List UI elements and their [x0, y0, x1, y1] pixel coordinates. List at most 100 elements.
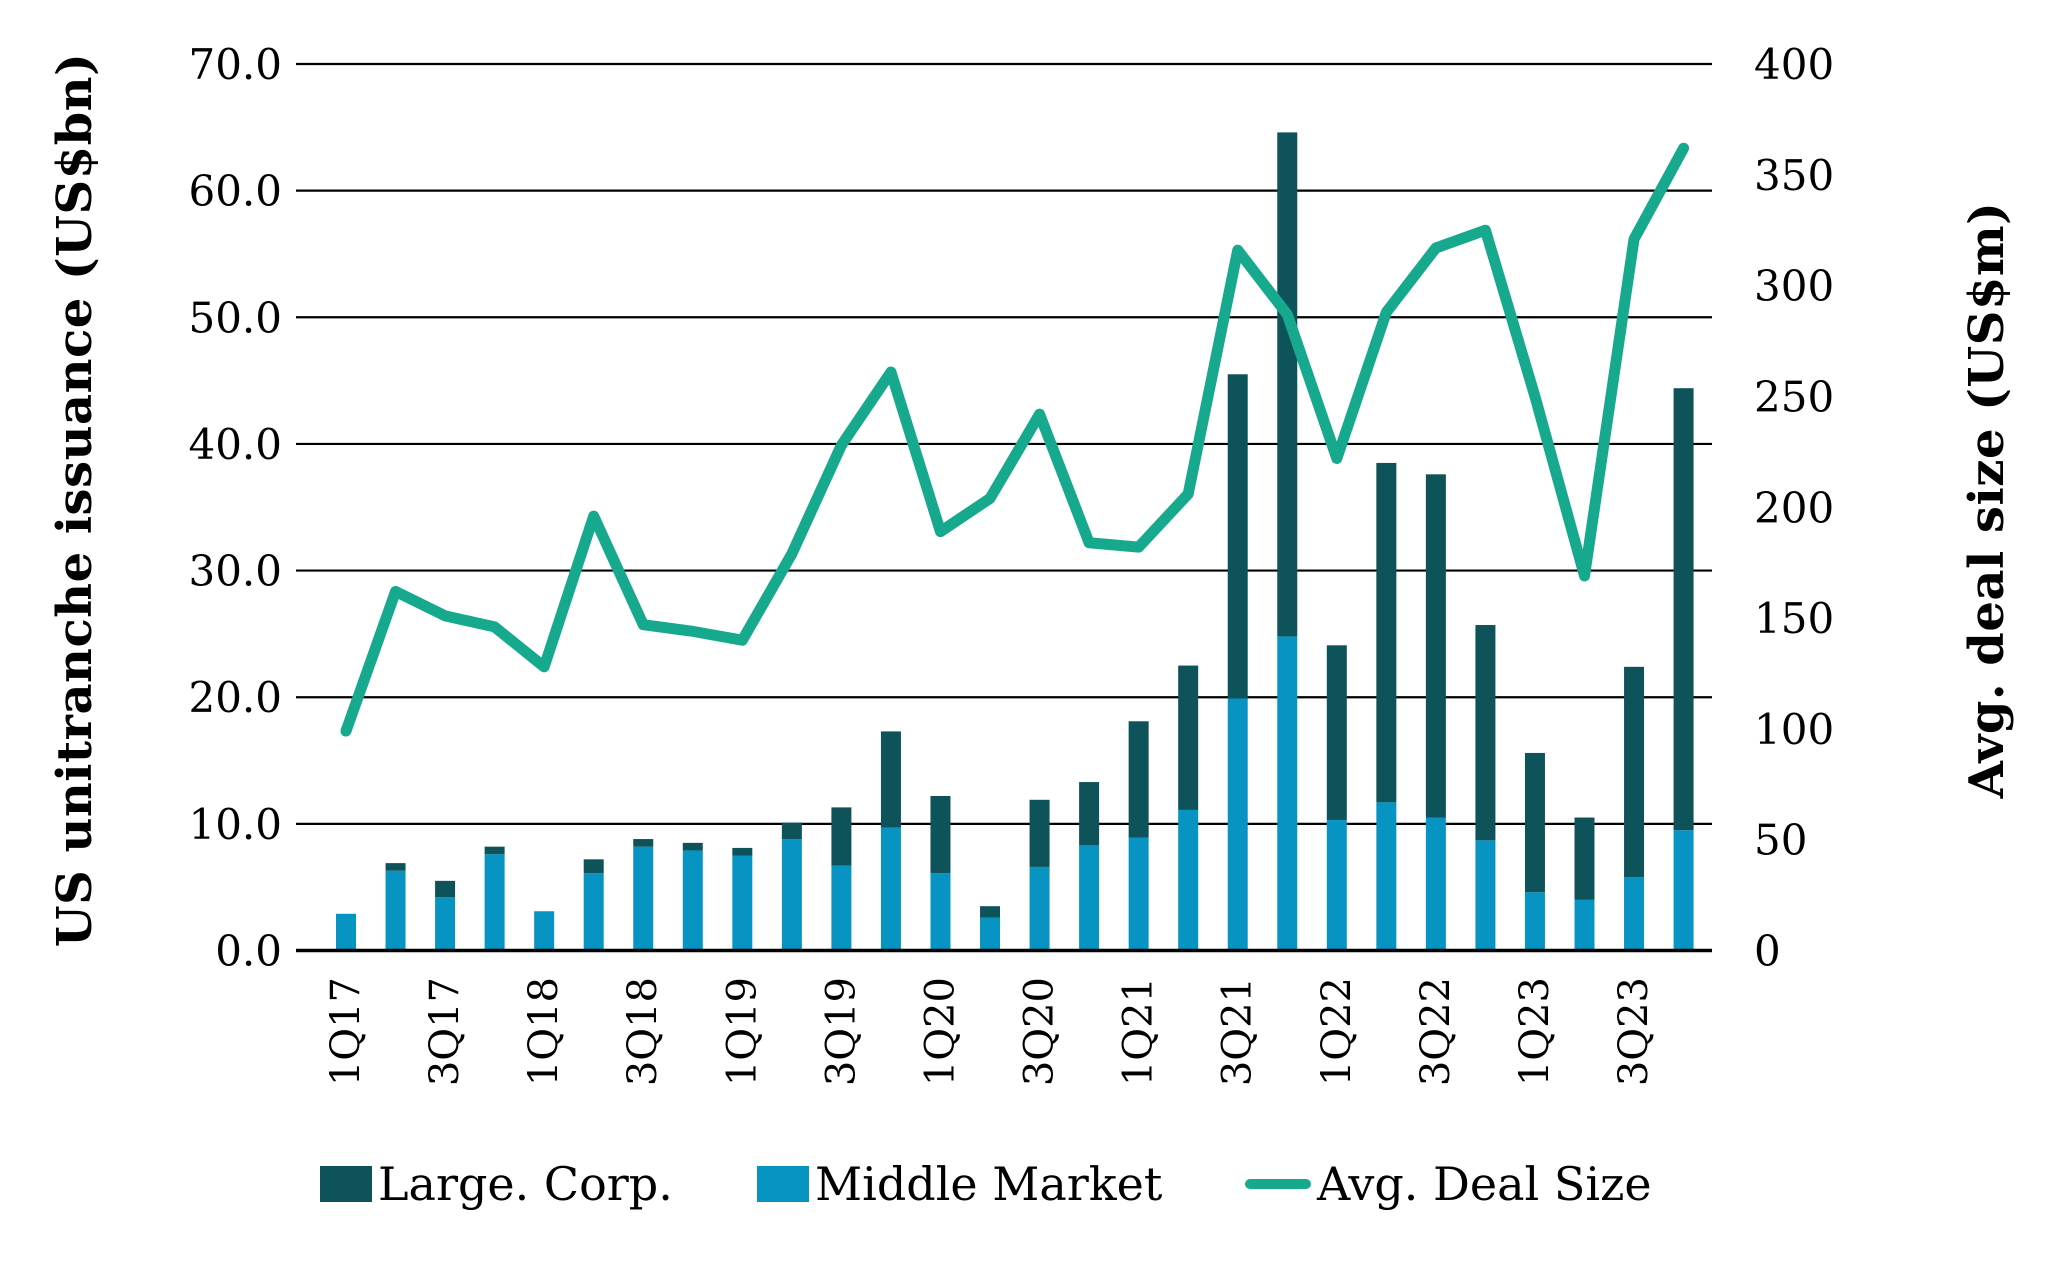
svg-text:3Q23: 3Q23 — [1611, 977, 1657, 1086]
bar-middle-market-3Q20 — [1029, 866, 1050, 951]
bar-middle-market-3Q21 — [1227, 698, 1248, 951]
legend-item-large-corp: Large. Corp. — [320, 1155, 673, 1213]
left-axis-title: US unitranche issuance (US$bn) — [47, 52, 103, 948]
svg-text:3Q20: 3Q20 — [1017, 977, 1063, 1086]
bar-middle-market-2Q17 — [385, 870, 406, 951]
legend-item-middle-market: Middle Market — [757, 1155, 1162, 1213]
bar-middle-market-3Q23 — [1624, 877, 1645, 951]
svg-text:1Q19: 1Q19 — [719, 977, 765, 1086]
x-axis-label-1Q22: 1Q22 — [1314, 977, 1360, 1086]
bar-large-corp-1Q19 — [732, 847, 753, 856]
bar-middle-market-1Q19 — [732, 855, 753, 951]
bar-large-corp-3Q19 — [831, 807, 852, 866]
bar-middle-market-3Q17 — [435, 897, 456, 951]
x-axis-label-1Q23: 1Q23 — [1512, 977, 1558, 1086]
left-axis-tick-40.0: 40.0 — [188, 420, 282, 469]
bar-middle-market-4Q18 — [682, 850, 703, 951]
x-axis-label-1Q18: 1Q18 — [521, 977, 567, 1086]
middle-market-swatch-icon — [757, 1166, 809, 1202]
right-axis-tick-150: 150 — [1754, 594, 1834, 643]
left-axis-tick-20.0: 20.0 — [188, 673, 282, 722]
x-axis-label-3Q23: 3Q23 — [1611, 977, 1657, 1086]
bar-large-corp-2Q18 — [583, 859, 604, 874]
x-axis-label-3Q19: 3Q19 — [818, 977, 864, 1086]
bar-middle-market-4Q21 — [1277, 636, 1298, 951]
bar-large-corp-1Q22 — [1326, 645, 1347, 821]
bar-middle-market-4Q17 — [484, 854, 505, 951]
bar-large-corp-2Q21 — [1178, 665, 1199, 810]
bar-large-corp-3Q17 — [435, 880, 456, 898]
bar-middle-market-2Q22 — [1376, 802, 1397, 951]
bar-middle-market-2Q20 — [980, 917, 1001, 951]
svg-text:3Q22: 3Q22 — [1413, 977, 1459, 1086]
right-axis-tick-50: 50 — [1754, 816, 1807, 865]
bar-large-corp-2Q19 — [781, 822, 802, 840]
bar-large-corp-1Q21 — [1128, 721, 1149, 838]
bar-large-corp-3Q21 — [1227, 374, 1248, 699]
right-axis-tick-100: 100 — [1754, 705, 1834, 754]
x-axis-label-3Q22: 3Q22 — [1413, 977, 1459, 1086]
bar-large-corp-2Q23 — [1574, 817, 1595, 900]
legend: Large. Corp. Middle Market Avg. Deal Siz… — [0, 1155, 2048, 1225]
bar-middle-market-2Q23 — [1574, 899, 1595, 951]
x-axis-label-3Q21: 3Q21 — [1215, 977, 1261, 1086]
bar-middle-market-1Q23 — [1524, 892, 1545, 951]
bar-middle-market-4Q23 — [1673, 830, 1694, 951]
svg-text:1Q21: 1Q21 — [1116, 977, 1162, 1086]
legend-label-large-corp: Large. Corp. — [378, 1157, 673, 1211]
bar-middle-market-2Q19 — [781, 839, 802, 951]
bar-middle-market-1Q22 — [1326, 820, 1347, 951]
right-axis-tick-400: 400 — [1754, 40, 1834, 89]
svg-text:1Q23: 1Q23 — [1512, 977, 1558, 1086]
legend-label-middle-market: Middle Market — [815, 1157, 1163, 1211]
bar-large-corp-2Q17 — [385, 863, 406, 871]
x-axis-label-3Q20: 3Q20 — [1017, 977, 1063, 1086]
bar-large-corp-4Q18 — [682, 842, 703, 851]
bar-large-corp-4Q21 — [1277, 132, 1298, 637]
avg-deal-size-line — [340, 142, 1690, 737]
left-axis-tick-0.0: 0.0 — [215, 927, 282, 976]
bar-middle-market-4Q19 — [880, 827, 901, 951]
svg-text:3Q18: 3Q18 — [620, 977, 666, 1086]
legend-label-avg-deal-size: Avg. Deal Size — [1317, 1157, 1652, 1211]
bar-large-corp-4Q20 — [1079, 782, 1100, 846]
bar-middle-market-4Q20 — [1079, 845, 1100, 951]
left-axis-tick-70.0: 70.0 — [188, 40, 282, 89]
bar-middle-market-1Q17 — [336, 913, 356, 951]
legend-item-avg-deal-size: Avg. Deal Size — [1245, 1155, 1652, 1213]
x-axis-label-3Q18: 3Q18 — [620, 977, 666, 1086]
large-corp-swatch-icon — [320, 1166, 372, 1202]
bar-middle-market-2Q18 — [583, 873, 604, 951]
right-axis-tick-350: 350 — [1754, 151, 1834, 200]
left-axis-tick-30.0: 30.0 — [188, 547, 282, 596]
x-axis-label-1Q21: 1Q21 — [1116, 977, 1162, 1086]
bar-large-corp-2Q20 — [980, 906, 1001, 918]
svg-text:1Q22: 1Q22 — [1314, 977, 1360, 1086]
right-axis-tick-300: 300 — [1754, 262, 1834, 311]
bar-large-corp-1Q23 — [1524, 752, 1545, 893]
x-axis-label-1Q20: 1Q20 — [917, 977, 963, 1086]
bar-middle-market-3Q22 — [1425, 817, 1446, 951]
svg-text:1Q20: 1Q20 — [917, 977, 963, 1086]
right-axis-title: Avg. deal size (US$m) — [1959, 201, 2015, 799]
svg-text:1Q18: 1Q18 — [521, 977, 567, 1086]
bar-large-corp-4Q17 — [484, 846, 505, 855]
bar-middle-market-2Q21 — [1178, 809, 1199, 951]
x-axis-label-1Q19: 1Q19 — [719, 977, 765, 1086]
bar-large-corp-1Q20 — [930, 795, 951, 874]
bar-middle-market-3Q18 — [633, 846, 654, 951]
left-axis-tick-10.0: 10.0 — [188, 800, 282, 849]
bar-large-corp-3Q18 — [633, 839, 654, 847]
bar-middle-market-1Q20 — [930, 873, 951, 951]
bar-large-corp-3Q23 — [1624, 666, 1645, 878]
left-axis-tick-50.0: 50.0 — [188, 293, 282, 342]
right-axis-tick-200: 200 — [1754, 483, 1834, 532]
bar-middle-market-1Q18 — [534, 911, 555, 951]
bar-middle-market-3Q19 — [831, 865, 852, 951]
svg-text:3Q17: 3Q17 — [422, 977, 468, 1086]
bar-large-corp-4Q22 — [1475, 625, 1496, 841]
x-axis-label-3Q17: 3Q17 — [422, 977, 468, 1086]
bar-large-corp-4Q19 — [880, 731, 901, 828]
